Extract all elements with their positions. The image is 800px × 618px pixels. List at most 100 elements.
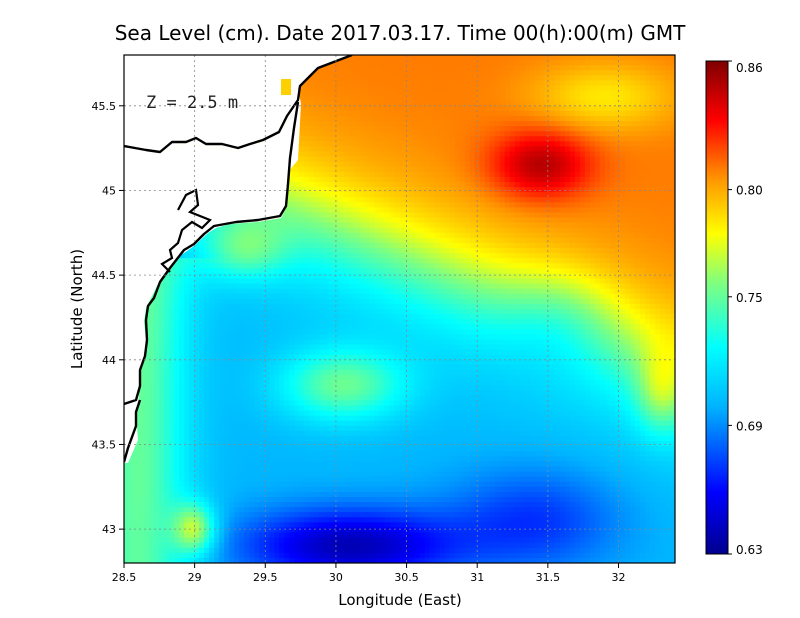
heatmap-cell (299, 222, 305, 229)
heatmap-cell (304, 100, 310, 107)
heatmap-cell (344, 131, 351, 137)
heatmap-cell (319, 248, 325, 254)
heatmap-cell (554, 273, 561, 280)
heatmap-cell (389, 121, 396, 127)
heatmap-cell (519, 126, 526, 132)
heatmap-cell (434, 146, 441, 153)
heatmap-cell (529, 242, 536, 249)
heatmap-cell (504, 253, 511, 259)
heatmap-cell (534, 242, 541, 249)
heatmap-cell (374, 258, 381, 264)
heatmap-cell (414, 217, 421, 224)
heatmap-cell (579, 70, 586, 76)
heatmap-cell (639, 156, 646, 163)
heatmap-cell (274, 222, 280, 229)
heatmap-cell (294, 253, 300, 259)
heatmap-cell (369, 136, 376, 142)
heatmap-cell (334, 151, 340, 158)
heatmap-cell (339, 171, 345, 178)
heatmap-cell (639, 212, 646, 219)
heatmap-cell (594, 273, 601, 280)
heatmap-cell (284, 268, 290, 275)
heatmap-cell (549, 263, 556, 269)
heatmap-cell (619, 131, 626, 137)
heatmap-cell (659, 222, 666, 229)
heatmap-cell (369, 273, 376, 280)
heatmap-cell (289, 232, 295, 239)
heatmap-cell (499, 253, 506, 259)
heatmap-cell (444, 237, 451, 244)
heatmap-cell (319, 176, 325, 183)
heatmap-cell (644, 248, 651, 254)
heatmap-cell (484, 253, 491, 259)
heatmap-cell (669, 136, 675, 142)
heatmap-cell (459, 258, 466, 264)
heatmap-cell (594, 115, 601, 122)
heatmap-cell (539, 146, 546, 153)
heatmap-cell (379, 95, 386, 102)
heatmap-cell (339, 222, 345, 229)
heatmap-cell (599, 192, 606, 198)
heatmap-cell (404, 187, 411, 193)
heatmap-cell (379, 207, 386, 214)
heatmap-cell (314, 253, 320, 259)
heatmap-cell (639, 75, 646, 81)
heatmap-cell (264, 248, 270, 254)
heatmap-cell (634, 126, 641, 132)
heatmap-cell (304, 258, 310, 264)
heatmap-cell (459, 212, 466, 219)
heatmap-cell (639, 151, 646, 158)
heatmap-cell (594, 156, 601, 163)
heatmap-cell (589, 55, 596, 61)
heatmap-cell (464, 166, 471, 173)
heatmap-cell (564, 156, 571, 163)
heatmap-cell (329, 273, 335, 280)
heatmap-cell (499, 248, 506, 254)
heatmap-cell (599, 202, 606, 208)
heatmap-cell (359, 85, 366, 92)
heatmap-cell (509, 237, 516, 244)
heatmap-cell (444, 75, 451, 81)
heatmap-cell (369, 110, 376, 117)
heatmap-cell (509, 192, 516, 198)
heatmap-cell (249, 258, 255, 264)
heatmap-cell (569, 75, 576, 81)
heatmap-cell (329, 105, 335, 112)
heatmap-cell (259, 253, 265, 259)
heatmap-cell (399, 100, 406, 107)
heatmap-cell (644, 131, 651, 137)
heatmap-cell (349, 146, 356, 153)
heatmap-cell (509, 273, 516, 280)
heatmap-cell (444, 232, 451, 239)
heatmap-cell (654, 126, 661, 132)
heatmap-cell (339, 131, 345, 137)
heatmap-cell (524, 60, 531, 66)
heatmap-cell (454, 202, 461, 208)
heatmap-cell (284, 227, 290, 234)
heatmap-cell (619, 176, 626, 183)
heatmap-cell (379, 278, 386, 285)
heatmap-cell (589, 95, 596, 102)
heatmap-cell (624, 115, 631, 122)
heatmap-cell (439, 268, 446, 275)
heatmap-cell (339, 85, 345, 92)
heatmap-cell (529, 75, 536, 81)
heatmap-cell (399, 141, 406, 148)
heatmap-cell (359, 227, 366, 234)
heatmap-cell (299, 131, 305, 137)
heatmap-cell (304, 242, 310, 249)
heatmap-cell (289, 166, 295, 173)
heatmap-cell (189, 268, 195, 275)
heatmap-cell (644, 182, 651, 188)
heatmap-cell (574, 121, 581, 127)
heatmap-cell (334, 202, 340, 208)
heatmap-cell (659, 227, 666, 234)
heatmap-cell (479, 75, 486, 81)
heatmap-cell (329, 70, 335, 76)
heatmap-cell (419, 115, 426, 122)
heatmap-cell (614, 227, 621, 234)
heatmap-cell (429, 126, 436, 132)
heatmap-cell (364, 242, 371, 249)
heatmap-cell (619, 258, 626, 264)
heatmap-cell (334, 85, 340, 92)
